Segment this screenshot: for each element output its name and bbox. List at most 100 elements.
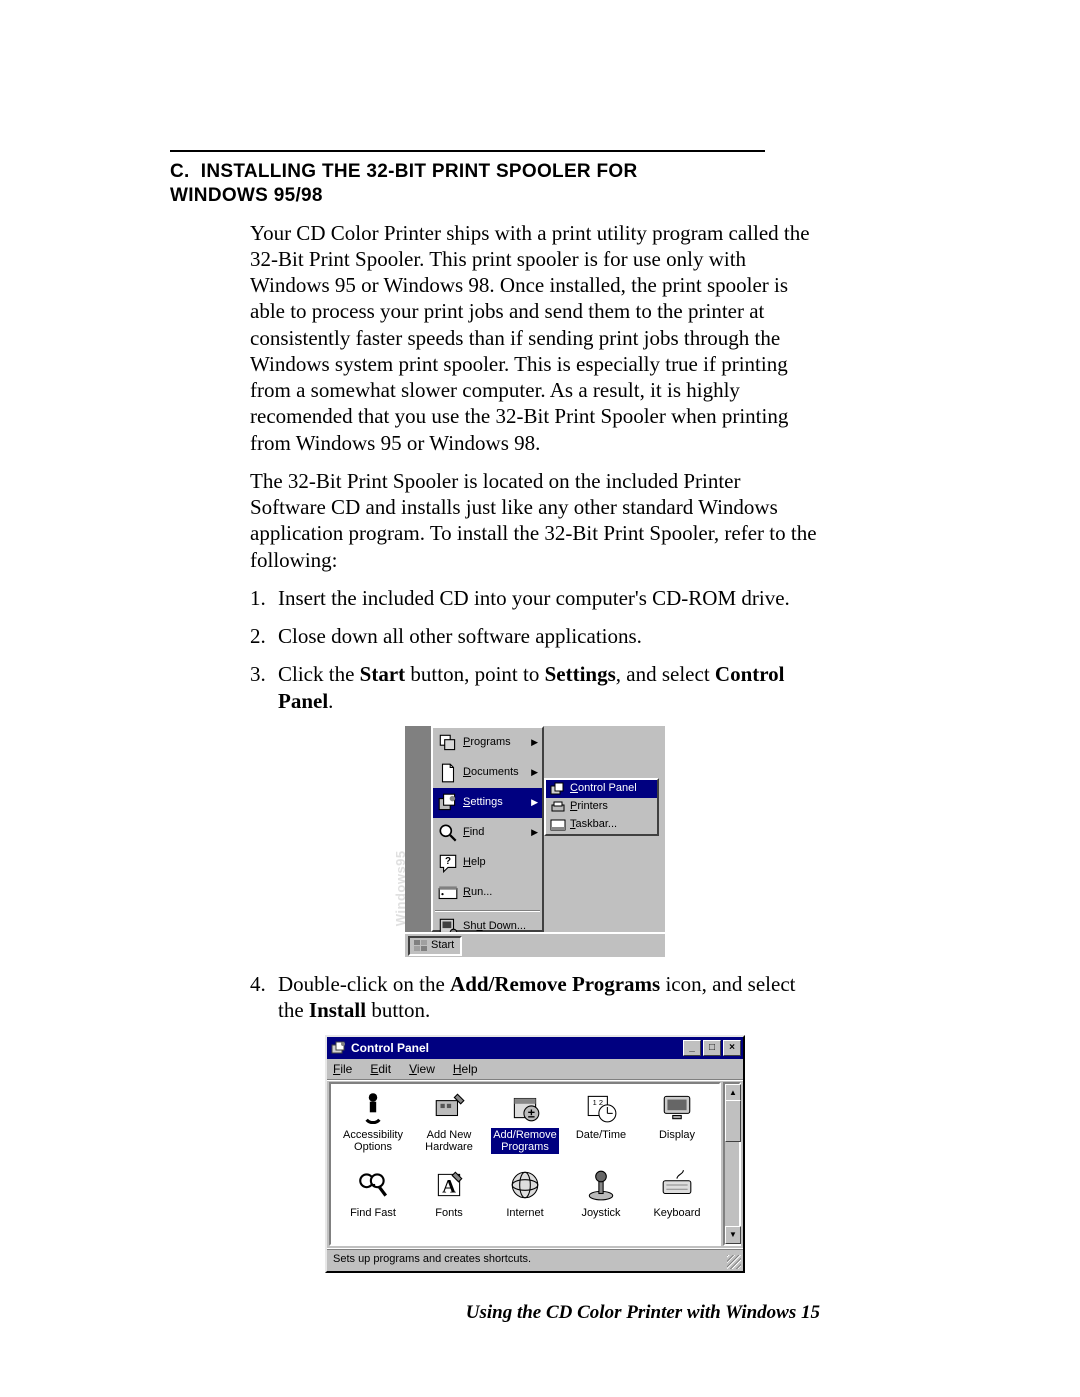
- section-title-text: INSTALLING THE 32-BIT PRINT SPOOLER FOR …: [170, 161, 638, 206]
- start-menu-item-programs[interactable]: Programs▶: [433, 728, 542, 758]
- step-text: Double-click on the Add/Remove Programs …: [278, 971, 820, 1024]
- help-icon: ?: [437, 853, 459, 873]
- joystick-icon: [584, 1168, 618, 1202]
- cp-icon-addrm[interactable]: ± Add/RemovePrograms: [487, 1090, 563, 1168]
- cp-icon-label: AccessibilityOptions: [341, 1128, 405, 1154]
- step-2: 2. Close down all other software applica…: [250, 623, 820, 649]
- settings-submenu-item-cpanel[interactable]: Control Panel: [546, 780, 657, 798]
- cp-icon-label: Internet: [504, 1206, 545, 1220]
- menu-edit[interactable]: Edit: [370, 1062, 391, 1077]
- menu-item-label: Help: [459, 856, 538, 870]
- start-menu-item-find[interactable]: Find▶: [433, 818, 542, 848]
- step-text: Insert the included CD into your compute…: [278, 585, 820, 611]
- cp-icon-display[interactable]: Display: [639, 1090, 715, 1168]
- start-menu-item-settings[interactable]: Settings▶: [433, 788, 542, 818]
- menu-item-label: Run...: [459, 886, 538, 900]
- section-heading: C. INSTALLING THE 32-BIT PRINT SPOOLER F…: [170, 160, 730, 208]
- menu-item-label: Find: [459, 826, 531, 840]
- addrm-icon: ±: [508, 1090, 542, 1124]
- scroll-down-button[interactable]: ▼: [725, 1226, 741, 1244]
- window-titlebar: Control Panel _ □ ×: [327, 1037, 743, 1059]
- taskbar-icon: [550, 818, 566, 832]
- section-rule: [170, 150, 765, 152]
- resize-grip-icon[interactable]: [727, 1255, 741, 1269]
- settings-submenu-item-printers[interactable]: Printers: [546, 798, 657, 816]
- datetime-icon: 1 2: [584, 1090, 618, 1124]
- paragraph-2: The 32-Bit Print Spooler is located on t…: [250, 468, 820, 573]
- step-3: 3. Click the Start button, point to Sett…: [250, 661, 820, 714]
- menu-help[interactable]: Help: [453, 1062, 478, 1077]
- cp-icon-keyboard[interactable]: Keyboard: [639, 1168, 715, 1246]
- menu-item-label: Programs: [459, 736, 531, 750]
- settings-submenu-item-taskbar[interactable]: Taskbar...: [546, 816, 657, 834]
- menu-item-label: Documents: [459, 766, 531, 780]
- printers-icon: [550, 800, 566, 814]
- programs-icon: [437, 733, 459, 753]
- cp-icon-label: Joystick: [579, 1206, 622, 1220]
- cp-icon-findfast[interactable]: Find Fast: [335, 1168, 411, 1246]
- cp-icon-internet[interactable]: Internet: [487, 1168, 563, 1246]
- window-title-text: Control Panel: [351, 1041, 429, 1056]
- step-4: 4. Double-click on the Add/Remove Progra…: [250, 971, 820, 1024]
- start-menu-item-help[interactable]: ? Help: [433, 848, 542, 878]
- settings-submenu: Control Panel Printers Taskbar...: [544, 778, 659, 836]
- svg-text:1 2: 1 2: [593, 1098, 603, 1107]
- documents-icon: [437, 763, 459, 783]
- step-num: 4.: [250, 971, 278, 1024]
- submenu-item-label: Taskbar...: [566, 818, 617, 832]
- status-bar: Sets up programs and creates shortcuts.: [327, 1248, 743, 1271]
- section-label: C.: [170, 161, 190, 182]
- start-button[interactable]: Start: [408, 936, 462, 956]
- submenu-arrow-icon: ▶: [531, 767, 538, 778]
- menu-view[interactable]: View: [409, 1062, 435, 1077]
- cp-icon-addhw[interactable]: Add NewHardware: [411, 1090, 487, 1168]
- svg-text:?: ?: [445, 856, 451, 867]
- maximize-button[interactable]: □: [703, 1040, 721, 1056]
- vertical-scrollbar[interactable]: ▲ ▼: [723, 1082, 741, 1246]
- control-panel-window: Control Panel _ □ × File Edit View Help Acc…: [325, 1035, 745, 1273]
- cp-icon-label: Fonts: [433, 1206, 465, 1220]
- menu-file[interactable]: File: [333, 1062, 352, 1077]
- access-icon: [356, 1090, 390, 1124]
- cp-icon-label: Keyboard: [651, 1206, 702, 1220]
- paragraph-1: Your CD Color Printer ships with a print…: [250, 220, 820, 456]
- cp-icon-joystick[interactable]: Joystick: [563, 1168, 639, 1246]
- taskbar: Start: [405, 932, 665, 957]
- start-menu: Programs▶Documents▶Settings▶Find▶?HelpRu…: [431, 726, 544, 932]
- find-icon: [437, 823, 459, 843]
- start-button-label: Start: [431, 939, 454, 953]
- start-menu-item-run[interactable]: Run...: [433, 878, 542, 908]
- step-num: 1.: [250, 585, 278, 611]
- step-text: Close down all other software applicatio…: [278, 623, 820, 649]
- addhw-icon: [432, 1090, 466, 1124]
- side-banner-text: Windows95: [393, 850, 409, 926]
- minimize-button[interactable]: _: [683, 1040, 701, 1056]
- fonts-icon: A: [432, 1168, 466, 1202]
- close-button[interactable]: ×: [723, 1040, 741, 1056]
- cp-icon-label: Display: [657, 1128, 697, 1142]
- keyboard-icon: [660, 1168, 694, 1202]
- step-text: Click the Start button, point to Setting…: [278, 661, 820, 714]
- scroll-thumb[interactable]: [725, 1100, 741, 1142]
- settings-icon: [437, 793, 459, 813]
- icon-view: AccessibilityOptions Add NewHardware ± Add/…: [329, 1082, 721, 1246]
- step-num: 2.: [250, 623, 278, 649]
- findfast-icon: [356, 1168, 390, 1202]
- status-text: Sets up programs and creates shortcuts.: [333, 1253, 531, 1267]
- page-footer: Using the CD Color Printer with Windows …: [250, 1301, 820, 1325]
- submenu-item-label: Printers: [566, 800, 608, 814]
- svg-text:A: A: [442, 1177, 456, 1198]
- display-icon: [660, 1090, 694, 1124]
- internet-icon: [508, 1168, 542, 1202]
- cpanel-icon: [550, 782, 566, 796]
- cp-icon-label: Add NewHardware: [423, 1128, 475, 1154]
- window-menubar: File Edit View Help: [327, 1059, 743, 1080]
- cp-icon-fonts[interactable]: A Fonts: [411, 1168, 487, 1246]
- control-panel-icon: [331, 1041, 347, 1055]
- cp-icon-label: Add/RemovePrograms: [491, 1128, 559, 1154]
- cp-icon-label: Date/Time: [574, 1128, 628, 1142]
- start-menu-item-documents[interactable]: Documents▶: [433, 758, 542, 788]
- start-menu-figure: Windows95 Programs▶Documents▶Settings▶Fi…: [405, 726, 665, 957]
- cp-icon-datetime[interactable]: 1 2 Date/Time: [563, 1090, 639, 1168]
- cp-icon-access[interactable]: AccessibilityOptions: [335, 1090, 411, 1168]
